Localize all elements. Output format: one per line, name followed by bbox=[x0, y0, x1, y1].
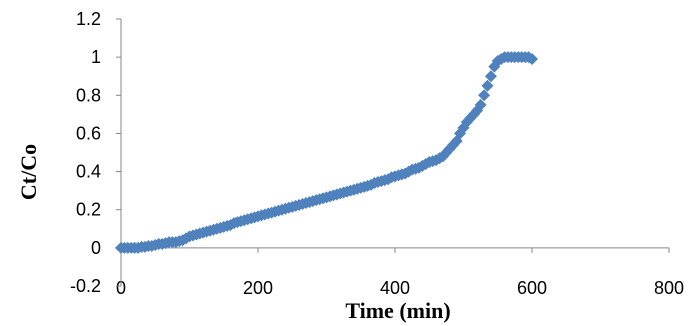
x-tick-labels: 0 200 400 600 800 bbox=[116, 278, 684, 298]
data-point bbox=[488, 60, 501, 73]
y-tick-label: 1.2 bbox=[76, 9, 101, 29]
y-tick-label: 0 bbox=[91, 238, 101, 258]
y-tick-label: 0.6 bbox=[76, 123, 101, 143]
x-tick-label: 600 bbox=[517, 278, 547, 298]
x-tick-label: 400 bbox=[380, 278, 410, 298]
x-tick-label: 200 bbox=[243, 278, 273, 298]
y-tick-label: 0.4 bbox=[76, 162, 101, 182]
axes bbox=[116, 18, 670, 287]
y-tick-labels: -0.2 0 0.2 0.4 0.6 0.8 1 1.2 bbox=[70, 9, 101, 296]
y-tick-label: 0.2 bbox=[76, 200, 101, 220]
data-point bbox=[478, 89, 491, 102]
data-point bbox=[474, 98, 487, 111]
y-tick-label: 0.8 bbox=[76, 85, 101, 105]
y-tick-label: 1 bbox=[91, 47, 101, 67]
data-point bbox=[484, 70, 497, 83]
x-tick-label: 0 bbox=[116, 278, 126, 298]
data-point bbox=[526, 53, 538, 66]
data-point bbox=[481, 79, 494, 92]
x-tick-label: 800 bbox=[654, 278, 684, 298]
y-axis-title: Ct/Co bbox=[16, 144, 41, 200]
y-tick-label: -0.2 bbox=[70, 276, 101, 296]
x-axis-title: Time (min) bbox=[345, 298, 450, 323]
data-points bbox=[115, 51, 538, 254]
